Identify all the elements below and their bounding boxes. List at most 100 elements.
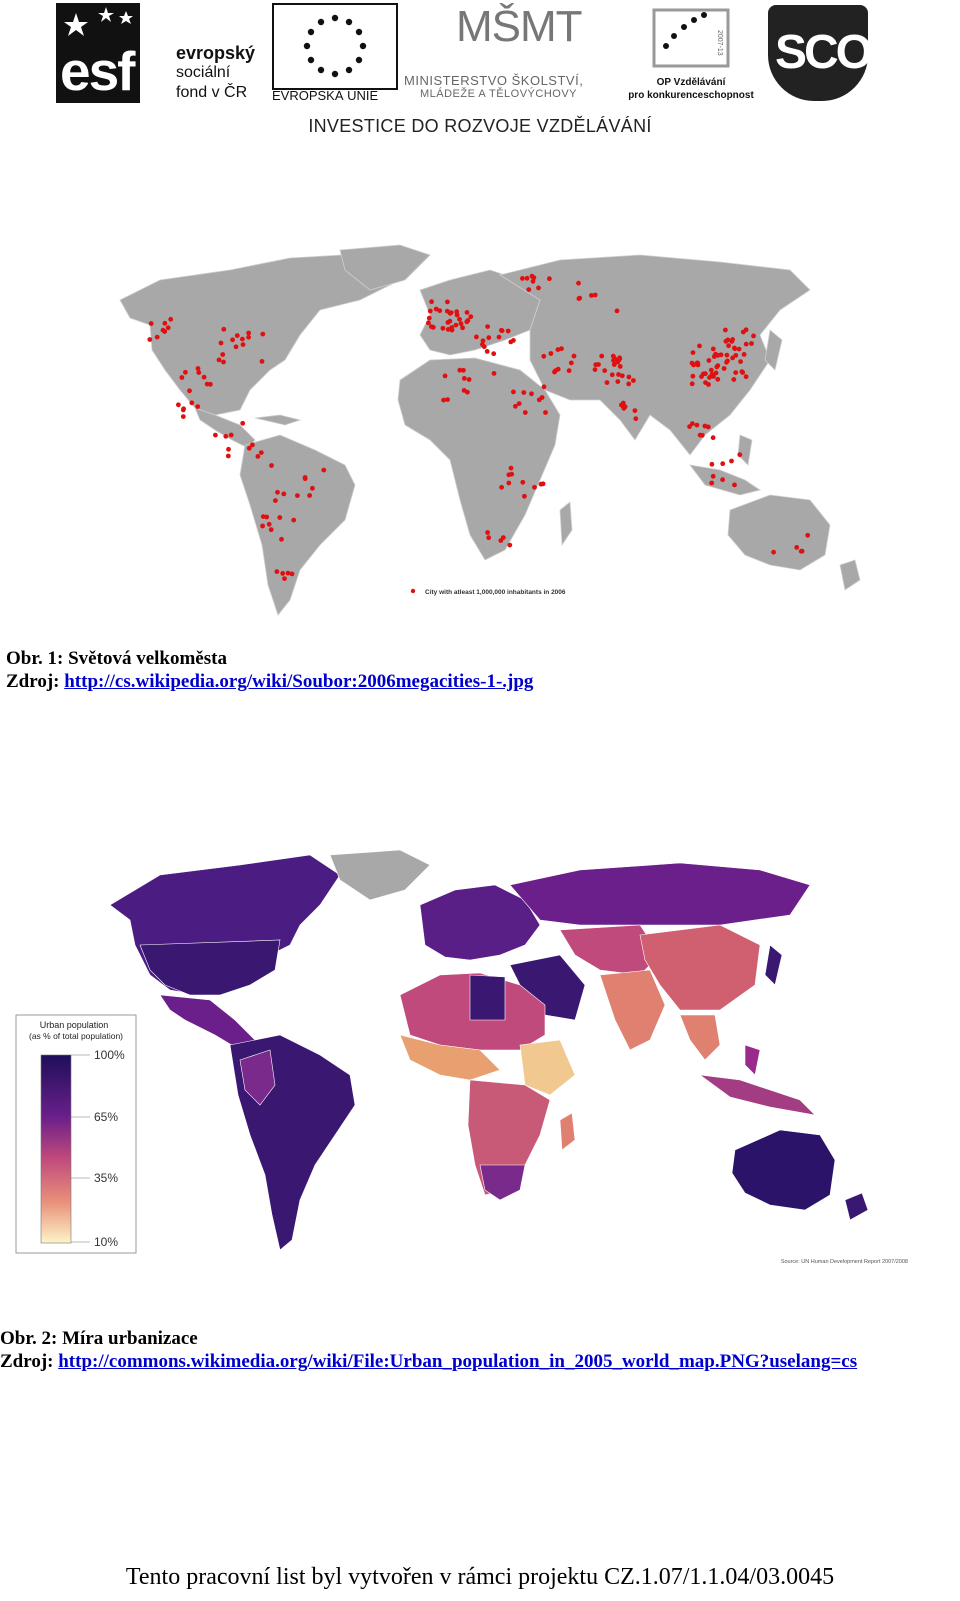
city-dot xyxy=(221,359,226,365)
city-dot xyxy=(521,390,527,395)
city-dot xyxy=(532,484,537,490)
city-dot xyxy=(703,371,708,377)
city-dot xyxy=(771,549,776,555)
city-dot xyxy=(593,362,599,368)
city-dot xyxy=(715,376,721,382)
city-dot xyxy=(749,341,754,346)
city-dot xyxy=(576,296,582,301)
legend-ticks xyxy=(71,1054,90,1243)
city-dot xyxy=(260,523,265,529)
city-dot xyxy=(437,308,443,314)
city-dot xyxy=(201,374,207,380)
city-dot xyxy=(430,324,436,330)
city-dot xyxy=(226,446,231,452)
city-dot xyxy=(486,335,492,341)
city-dot xyxy=(619,373,625,379)
sco-logo: SCO xyxy=(768,5,873,101)
city-dot xyxy=(714,364,720,370)
city-dot xyxy=(240,342,246,347)
fig2-source-link[interactable]: http://commons.wikimedia.org/wiki/File:U… xyxy=(58,1351,858,1372)
city-dot xyxy=(246,334,252,340)
city-dot xyxy=(699,432,705,438)
city-dot xyxy=(275,489,280,495)
city-dot xyxy=(690,421,695,426)
city-dot xyxy=(711,354,717,359)
city-dot xyxy=(204,381,210,387)
city-dot xyxy=(195,404,201,409)
city-dot xyxy=(429,299,434,305)
city-dot xyxy=(738,359,743,364)
legend-tick-35: 35% xyxy=(94,1171,118,1185)
sco-logo-text: SCO xyxy=(775,26,873,79)
city-dot xyxy=(457,316,462,322)
city-dot xyxy=(260,514,266,519)
city-dot xyxy=(468,314,474,320)
city-dot xyxy=(500,535,506,540)
city-dot xyxy=(576,280,581,286)
city-dot xyxy=(522,493,527,499)
world-landmass xyxy=(119,244,861,616)
footer-note: Tento pracovní list byl vytvořen v rámci… xyxy=(125,1564,835,1590)
city-dot xyxy=(617,364,623,369)
city-dot xyxy=(445,397,450,402)
city-dot xyxy=(547,276,552,282)
city-dot xyxy=(633,416,639,422)
city-dot xyxy=(168,316,174,322)
city-dot xyxy=(285,570,291,576)
city-dot xyxy=(505,328,511,334)
city-dot xyxy=(221,326,227,332)
city-dot xyxy=(160,327,166,333)
city-dot xyxy=(706,382,711,387)
esf-line2: sociální xyxy=(176,64,231,81)
city-dot xyxy=(710,473,716,479)
city-dot xyxy=(486,535,492,541)
eu-stars-icon xyxy=(303,14,367,78)
city-dot xyxy=(530,278,536,284)
city-dot xyxy=(520,479,526,485)
city-dot xyxy=(539,395,545,400)
city-dot xyxy=(321,467,327,473)
city-dot xyxy=(543,410,548,415)
city-dot xyxy=(740,370,746,375)
city-dot xyxy=(484,349,490,354)
city-dot xyxy=(259,359,265,364)
city-dot xyxy=(526,287,532,292)
op-line1: OP Vzdělávání xyxy=(656,77,726,88)
city-dot xyxy=(616,357,622,363)
fig1-source-link[interactable]: http://cs.wikipedia.org/wiki/Soubor:2006… xyxy=(64,671,534,692)
city-dot xyxy=(694,422,700,428)
legend-dot-icon xyxy=(410,588,416,594)
megacities-map: City with atleast 1,000,000 inhabitants … xyxy=(119,244,861,616)
city-dot xyxy=(751,333,756,339)
city-dot xyxy=(268,527,274,533)
fig2-source: Zdroj: http://commons.wikimedia.org/wiki… xyxy=(0,1351,857,1373)
city-dot xyxy=(461,367,466,373)
city-dot xyxy=(559,346,564,352)
city-dot xyxy=(626,374,632,380)
city-dot xyxy=(723,338,729,344)
city-dot xyxy=(552,369,557,375)
city-dot xyxy=(466,377,472,382)
urbanization-map: Urban population (as % of total populati… xyxy=(15,849,908,1265)
city-dot xyxy=(274,569,280,574)
city-dot xyxy=(240,336,245,342)
city-dot xyxy=(250,442,255,448)
city-dot xyxy=(689,381,695,387)
city-dot xyxy=(465,389,470,395)
city-dot xyxy=(447,310,453,316)
city-dot xyxy=(555,347,561,352)
city-dot xyxy=(731,377,737,382)
city-dot xyxy=(453,322,459,328)
city-dot xyxy=(720,477,725,483)
city-dot xyxy=(631,378,636,383)
city-dot xyxy=(710,346,716,352)
esf-logo: esf xyxy=(56,3,140,103)
city-dot xyxy=(509,471,515,477)
city-dot xyxy=(499,484,504,490)
city-dot xyxy=(281,491,287,497)
city-dot xyxy=(427,308,433,314)
city-dot xyxy=(426,315,432,321)
city-dot xyxy=(732,346,738,352)
city-dot xyxy=(255,454,261,459)
city-dot xyxy=(726,343,731,349)
